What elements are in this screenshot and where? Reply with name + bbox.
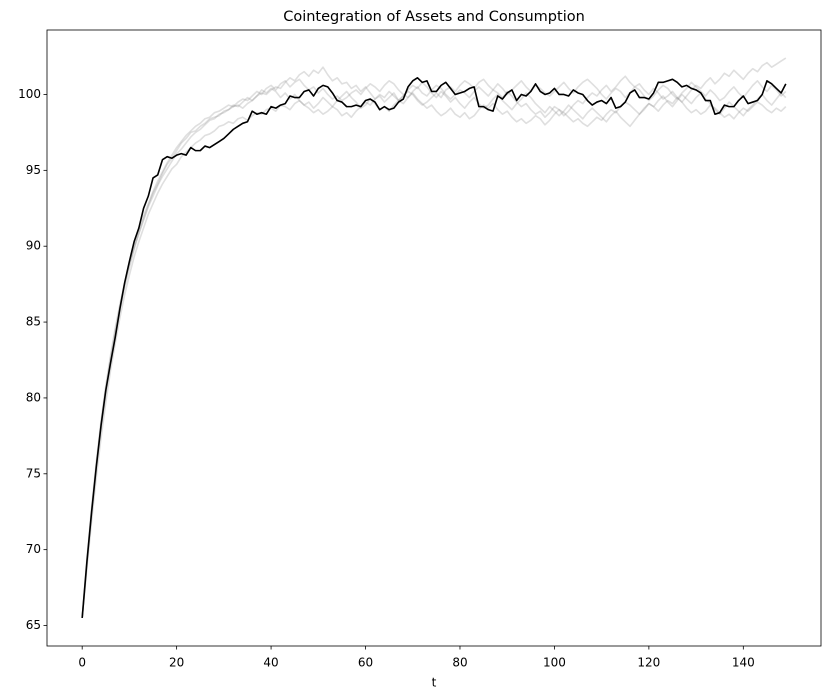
line-series	[81, 78, 787, 618]
line-series	[81, 57, 787, 619]
x-tick-label: 140	[732, 656, 755, 670]
chart-title: Cointegration of Assets and Consumption	[283, 9, 585, 25]
x-tick-label: 40	[263, 656, 278, 670]
y-tick-label: 80	[26, 390, 41, 404]
line-series	[81, 90, 787, 619]
x-tick-label: 120	[637, 656, 660, 670]
y-tick-label: 70	[26, 542, 41, 556]
x-tick-label: 100	[543, 656, 566, 670]
x-tick-label: 60	[358, 656, 373, 670]
line-series	[81, 76, 787, 618]
y-tick-label: 75	[26, 466, 41, 480]
x-axis-label: t	[432, 676, 437, 690]
plot-frame	[46, 29, 822, 647]
x-tick-label: 80	[452, 656, 467, 670]
y-tick-label: 65	[26, 618, 41, 632]
y-tick-label: 100	[18, 87, 41, 101]
line-series	[81, 81, 787, 618]
x-tick-label: 0	[78, 656, 86, 670]
y-tick-label: 95	[26, 163, 41, 177]
y-tick-label: 85	[26, 315, 41, 329]
y-tick-label: 90	[26, 239, 41, 253]
x-tick-label: 20	[169, 656, 184, 670]
